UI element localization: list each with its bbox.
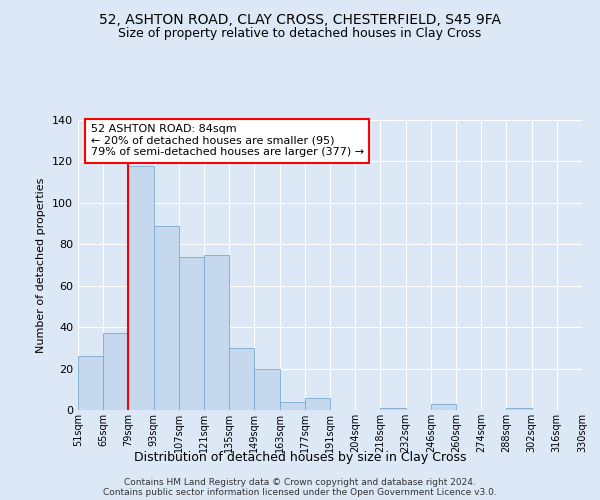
Bar [305, 398, 330, 410]
Bar [280, 402, 305, 410]
Bar [431, 404, 456, 410]
Text: Size of property relative to detached houses in Clay Cross: Size of property relative to detached ho… [118, 28, 482, 40]
Text: Contains HM Land Registry data © Crown copyright and database right 2024.: Contains HM Land Registry data © Crown c… [124, 478, 476, 487]
Bar [229, 348, 254, 410]
Bar [204, 254, 229, 410]
Y-axis label: Number of detached properties: Number of detached properties [37, 178, 46, 352]
Bar [128, 166, 154, 410]
Bar [179, 256, 204, 410]
Bar [154, 226, 179, 410]
Bar [254, 368, 280, 410]
Bar [506, 408, 532, 410]
Text: 52, ASHTON ROAD, CLAY CROSS, CHESTERFIELD, S45 9FA: 52, ASHTON ROAD, CLAY CROSS, CHESTERFIEL… [99, 12, 501, 26]
Bar [380, 408, 406, 410]
Bar [103, 334, 128, 410]
Text: 52 ASHTON ROAD: 84sqm
← 20% of detached houses are smaller (95)
79% of semi-deta: 52 ASHTON ROAD: 84sqm ← 20% of detached … [91, 124, 364, 158]
Text: Contains public sector information licensed under the Open Government Licence v3: Contains public sector information licen… [103, 488, 497, 497]
Bar [78, 356, 103, 410]
Text: Distribution of detached houses by size in Clay Cross: Distribution of detached houses by size … [134, 451, 466, 464]
